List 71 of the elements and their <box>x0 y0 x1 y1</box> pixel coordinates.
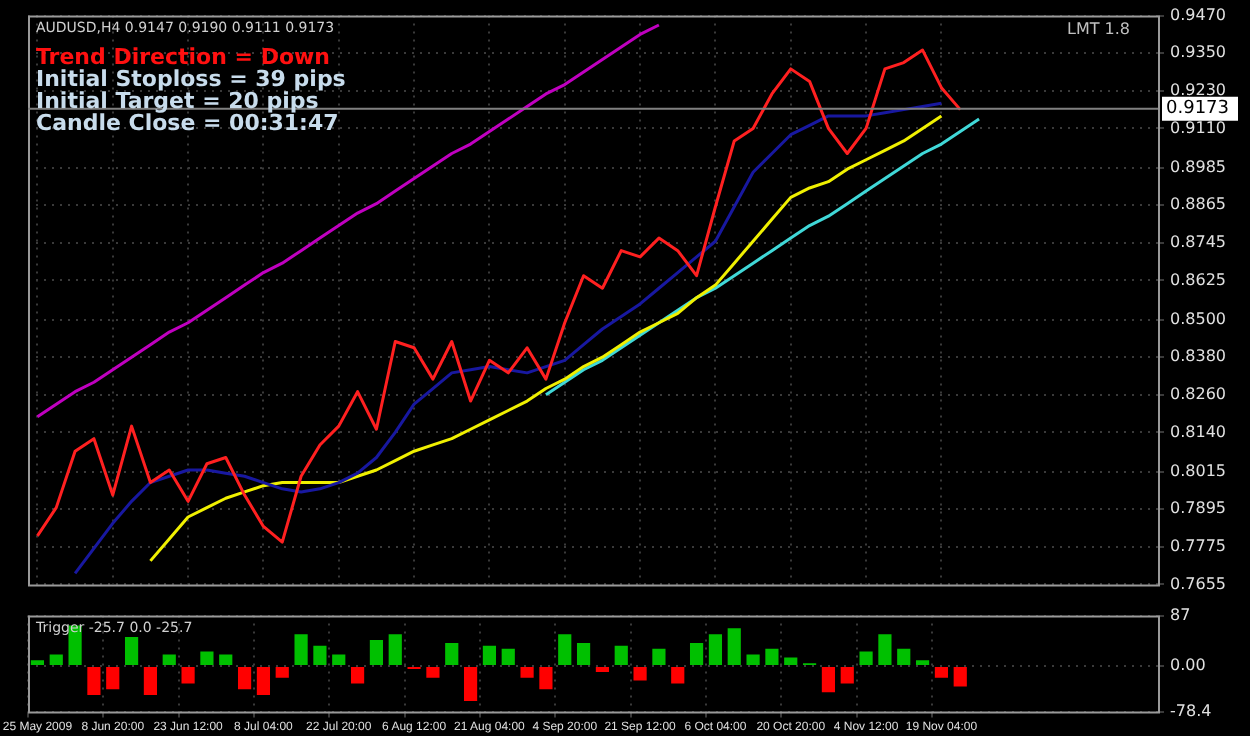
bar <box>934 667 949 678</box>
bar <box>821 667 836 693</box>
bar <box>256 667 271 696</box>
bar <box>840 667 854 684</box>
bar <box>671 667 685 684</box>
bar <box>558 634 572 666</box>
bar <box>463 667 478 701</box>
bar <box>162 654 176 666</box>
y-tick-label: 0.9230 <box>1170 80 1226 99</box>
y-tick-label: 0.8745 <box>1170 232 1226 251</box>
bar <box>652 648 666 666</box>
bar <box>482 645 497 666</box>
bar <box>746 654 760 666</box>
bar <box>332 654 346 666</box>
bar <box>708 634 723 666</box>
bar <box>106 667 120 690</box>
bar <box>915 660 930 666</box>
y-tick-label: 0.9470 <box>1170 5 1226 24</box>
y-tick-label: 0.8260 <box>1170 384 1226 403</box>
bar <box>633 667 647 681</box>
bar <box>878 634 892 666</box>
bar <box>784 657 798 666</box>
bar <box>501 648 515 666</box>
bar <box>953 667 967 687</box>
y-tick-label: 87 <box>1170 605 1191 624</box>
annotation: Candle Close = 00:31:47 <box>36 110 339 137</box>
y-tick-label: 0.7655 <box>1170 574 1226 593</box>
y-tick-label: 0.8865 <box>1170 195 1226 214</box>
bar <box>30 660 45 666</box>
bar <box>275 667 289 678</box>
bar <box>765 648 779 666</box>
bar <box>350 667 365 684</box>
y-tick-label: 0.7895 <box>1170 499 1226 518</box>
bar <box>859 651 873 666</box>
bar <box>426 667 440 678</box>
y-tick-label: 0.9110 <box>1170 118 1226 137</box>
y-tick-label: 0.8985 <box>1170 157 1226 176</box>
bar <box>49 654 63 666</box>
bar <box>200 651 214 666</box>
ref-line-label: 0.9173 <box>1166 99 1229 120</box>
bar <box>539 667 553 690</box>
bar <box>181 667 195 684</box>
bar <box>294 634 308 666</box>
y-tick-label: 0.8140 <box>1170 422 1226 441</box>
bar <box>576 642 591 666</box>
bar <box>143 667 158 696</box>
y-tick-label: 0.00 <box>1170 656 1206 675</box>
bar <box>727 628 741 666</box>
bar <box>219 654 233 666</box>
annotation: Initial Target = 20 pips <box>36 88 320 115</box>
bar <box>520 667 534 678</box>
y-tick-label: -78.4 <box>1170 701 1212 720</box>
y-tick-label: 0.8015 <box>1170 461 1226 480</box>
bar <box>689 642 704 666</box>
bar <box>897 648 911 666</box>
bar <box>237 667 252 690</box>
bar <box>369 639 384 666</box>
bar <box>313 645 327 666</box>
annotation: Trend Direction = Down <box>36 44 330 71</box>
annotation: Initial Stoploss = 39 pips <box>36 66 347 93</box>
y-tick-label: 0.8625 <box>1170 270 1226 289</box>
bar <box>614 645 628 666</box>
bar <box>445 642 459 666</box>
annotation: LMT 1.8 <box>1066 19 1130 38</box>
bar <box>388 634 402 666</box>
y-tick-label: 0.7775 <box>1170 536 1226 555</box>
y-tick-label: 0.8500 <box>1170 309 1226 328</box>
y-tick-label: 0.8380 <box>1170 347 1226 366</box>
y-tick-label: 0.9350 <box>1170 43 1226 62</box>
bar <box>87 667 101 696</box>
bar <box>124 637 139 666</box>
